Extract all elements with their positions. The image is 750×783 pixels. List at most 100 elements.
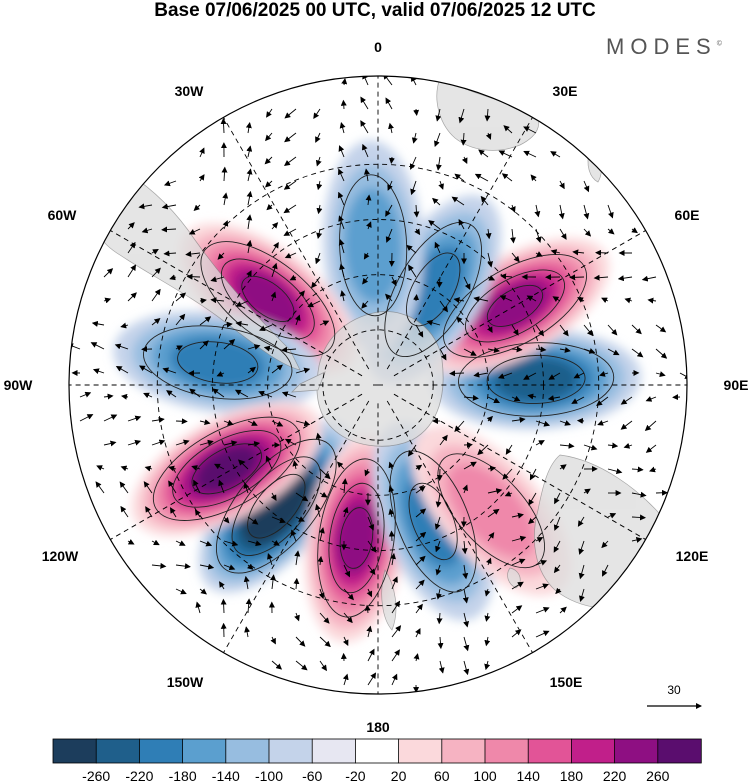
wind-vector [601,297,609,304]
wind-vector [342,506,349,518]
wind-vector [188,228,201,235]
wind-vector [583,348,596,354]
wind-vector [365,194,372,206]
wind-vector [199,439,214,446]
wind-vector [120,465,129,472]
wind-vector [79,414,94,422]
wind-vector [484,660,491,671]
colorbar-segment [354,738,400,764]
modes-logo: MODES© [606,34,722,60]
wind-vector [246,239,253,254]
wind-vector [295,660,308,671]
wind-vector [487,275,496,281]
wind-vector [499,295,513,302]
wind-vector [553,564,561,574]
wind-vector [220,118,227,134]
anomaly-center-positive [131,401,322,536]
contour-group [215,438,337,574]
wind-vector [103,297,112,304]
colorbar-tick-label: 60 [434,768,450,783]
wind-vector [535,440,545,446]
wind-vector [265,132,273,142]
wind-vector [316,180,323,191]
colorbar-segment [441,738,486,764]
wind-vector [143,481,153,494]
wind-vector [360,120,369,134]
wind-vector [246,190,253,206]
wind-vector [223,516,230,524]
brand-name: MODES [606,34,717,59]
wind-vector [607,324,618,336]
wind-vector [361,300,369,309]
wind-vector [199,340,209,350]
wind-vector [535,606,550,614]
wind-vector [265,455,273,470]
wind-vector [364,468,371,477]
wind-vector [463,394,479,401]
colorbar-ticks: -260 -220 -180 -140 -100 -60 -20 20 60 100 140 180 2… [82,768,670,783]
wind-vector [319,660,327,672]
wind-vector [199,147,205,158]
wind-vector [511,346,523,353]
wind-vector [523,150,537,158]
brand-mark: © [716,40,722,48]
wind-vector [295,516,305,522]
wind-vector [577,297,585,303]
wind-vector [191,465,201,471]
wind-vector [127,539,135,545]
wind-vector [462,564,469,580]
wind-vector [219,581,225,590]
colorbar-segment [398,738,443,764]
wind-vector [644,420,657,431]
wind-vector [485,557,492,566]
wind-vector [163,180,177,187]
wind-vector [264,180,273,188]
wind-vector [426,319,441,326]
colorbar-tick-label: 260 [646,768,670,783]
wind-vector [283,204,297,214]
wind-vector [535,228,542,243]
wind-vector [247,441,261,447]
wind-vector [120,322,129,329]
wind-vector [578,564,585,580]
wind-vector [246,145,253,158]
wind-vector [103,414,118,422]
wind-vector [458,108,465,124]
wind-vector [607,228,615,235]
wind-vector [271,262,278,278]
lon-label-0: 0 [374,39,382,55]
wind-vector [463,276,471,291]
wind-vector [194,509,201,518]
wind-vector [144,465,153,472]
wind-vector [367,516,375,531]
wind-vector [96,465,105,471]
wind-vector [391,276,397,287]
colorbar-segment [95,738,141,764]
lon-label-120w: 120W [42,548,79,564]
wind-vector [486,415,493,423]
wind-vector [385,97,393,110]
wind-vector [175,418,188,425]
wind-vector [620,420,633,430]
wind-vector [281,346,297,353]
wind-vector [573,372,585,379]
antarctica [316,311,444,447]
wind-vector [583,180,590,193]
wind-vector [473,371,489,378]
wind-vector [473,296,489,303]
wind-vector [175,345,183,351]
wind-vector [413,294,420,302]
wind-vector [271,364,283,374]
wind-vector [199,588,207,595]
wind-vector [210,276,225,283]
wind-vector [391,673,398,686]
wind-vector [388,530,395,542]
wind-vector [199,563,215,570]
wind-vector [343,612,353,624]
wind-vector [655,371,666,377]
wind-vector [436,276,443,288]
wind-vector [367,564,376,576]
wind-vector [458,219,465,230]
wind-vector [484,612,491,622]
wind-vector [281,391,297,398]
